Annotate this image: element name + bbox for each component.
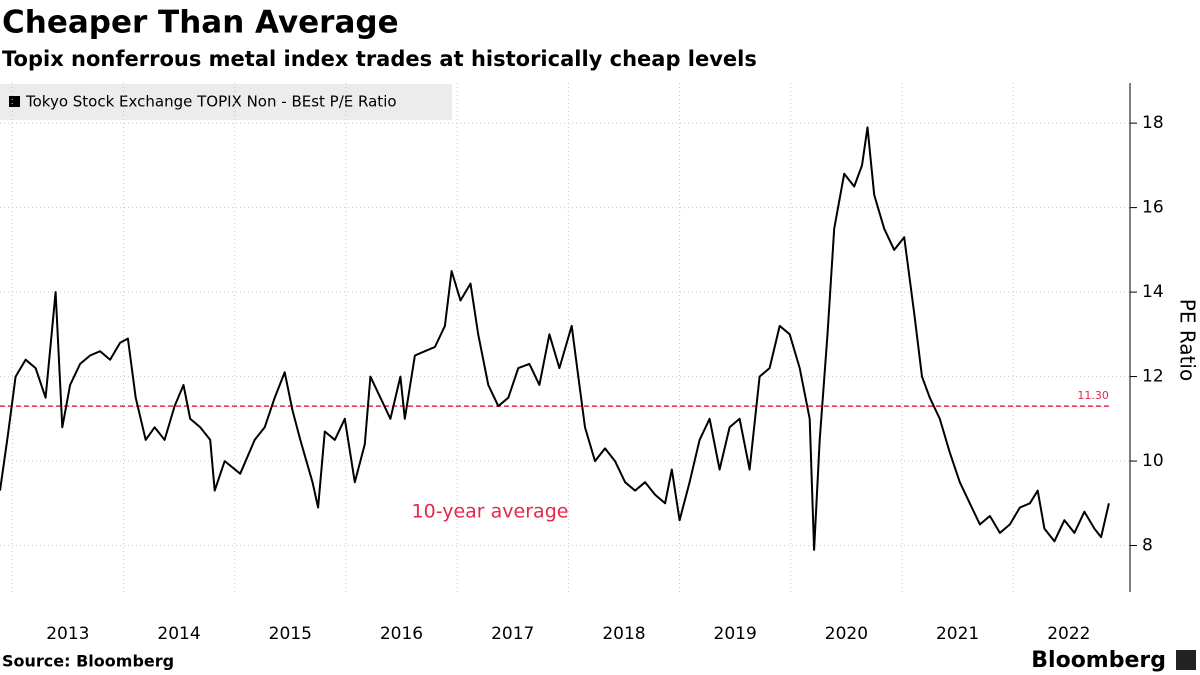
x-tick-label: 2018 — [602, 624, 645, 644]
brand-icon — [1176, 650, 1196, 670]
x-tick-label: 2019 — [714, 624, 757, 644]
x-tick-label: 2016 — [380, 624, 423, 644]
x-tick-label: 2017 — [491, 624, 534, 644]
chart-title: Cheaper Than Average — [2, 5, 399, 41]
y-tick-label: 10 — [1142, 451, 1164, 471]
reference-value-label: 11.30 — [1077, 389, 1109, 402]
legend-box — [0, 84, 452, 120]
legend-label: Tokyo Stock Exchange TOPIX Non - BEst P/… — [25, 93, 397, 111]
x-tick-label: 2021 — [936, 624, 979, 644]
y-tick-label: 8 — [1142, 536, 1153, 556]
x-tick-label: 2020 — [825, 624, 868, 644]
y-tick-label: 14 — [1142, 282, 1164, 302]
brand: Bloomberg — [1031, 648, 1166, 673]
y-tick-label: 18 — [1142, 113, 1164, 133]
data-line — [0, 126, 1110, 551]
source: Source: Bloomberg — [2, 652, 174, 671]
x-tick-label: 2014 — [157, 624, 200, 644]
x-tick-label: 2022 — [1047, 624, 1090, 644]
y-axis-label: PE Ratio — [1176, 299, 1200, 381]
y-tick-label: 16 — [1142, 198, 1164, 218]
reference-annotation: 10-year average — [412, 501, 569, 523]
legend-swatch — [9, 96, 20, 107]
y-tick-label: 12 — [1142, 367, 1164, 387]
chart-subtitle: Topix nonferrous metal index trades at h… — [2, 47, 757, 71]
x-tick-label: 2015 — [269, 624, 312, 644]
x-tick-label: 2013 — [46, 624, 89, 644]
